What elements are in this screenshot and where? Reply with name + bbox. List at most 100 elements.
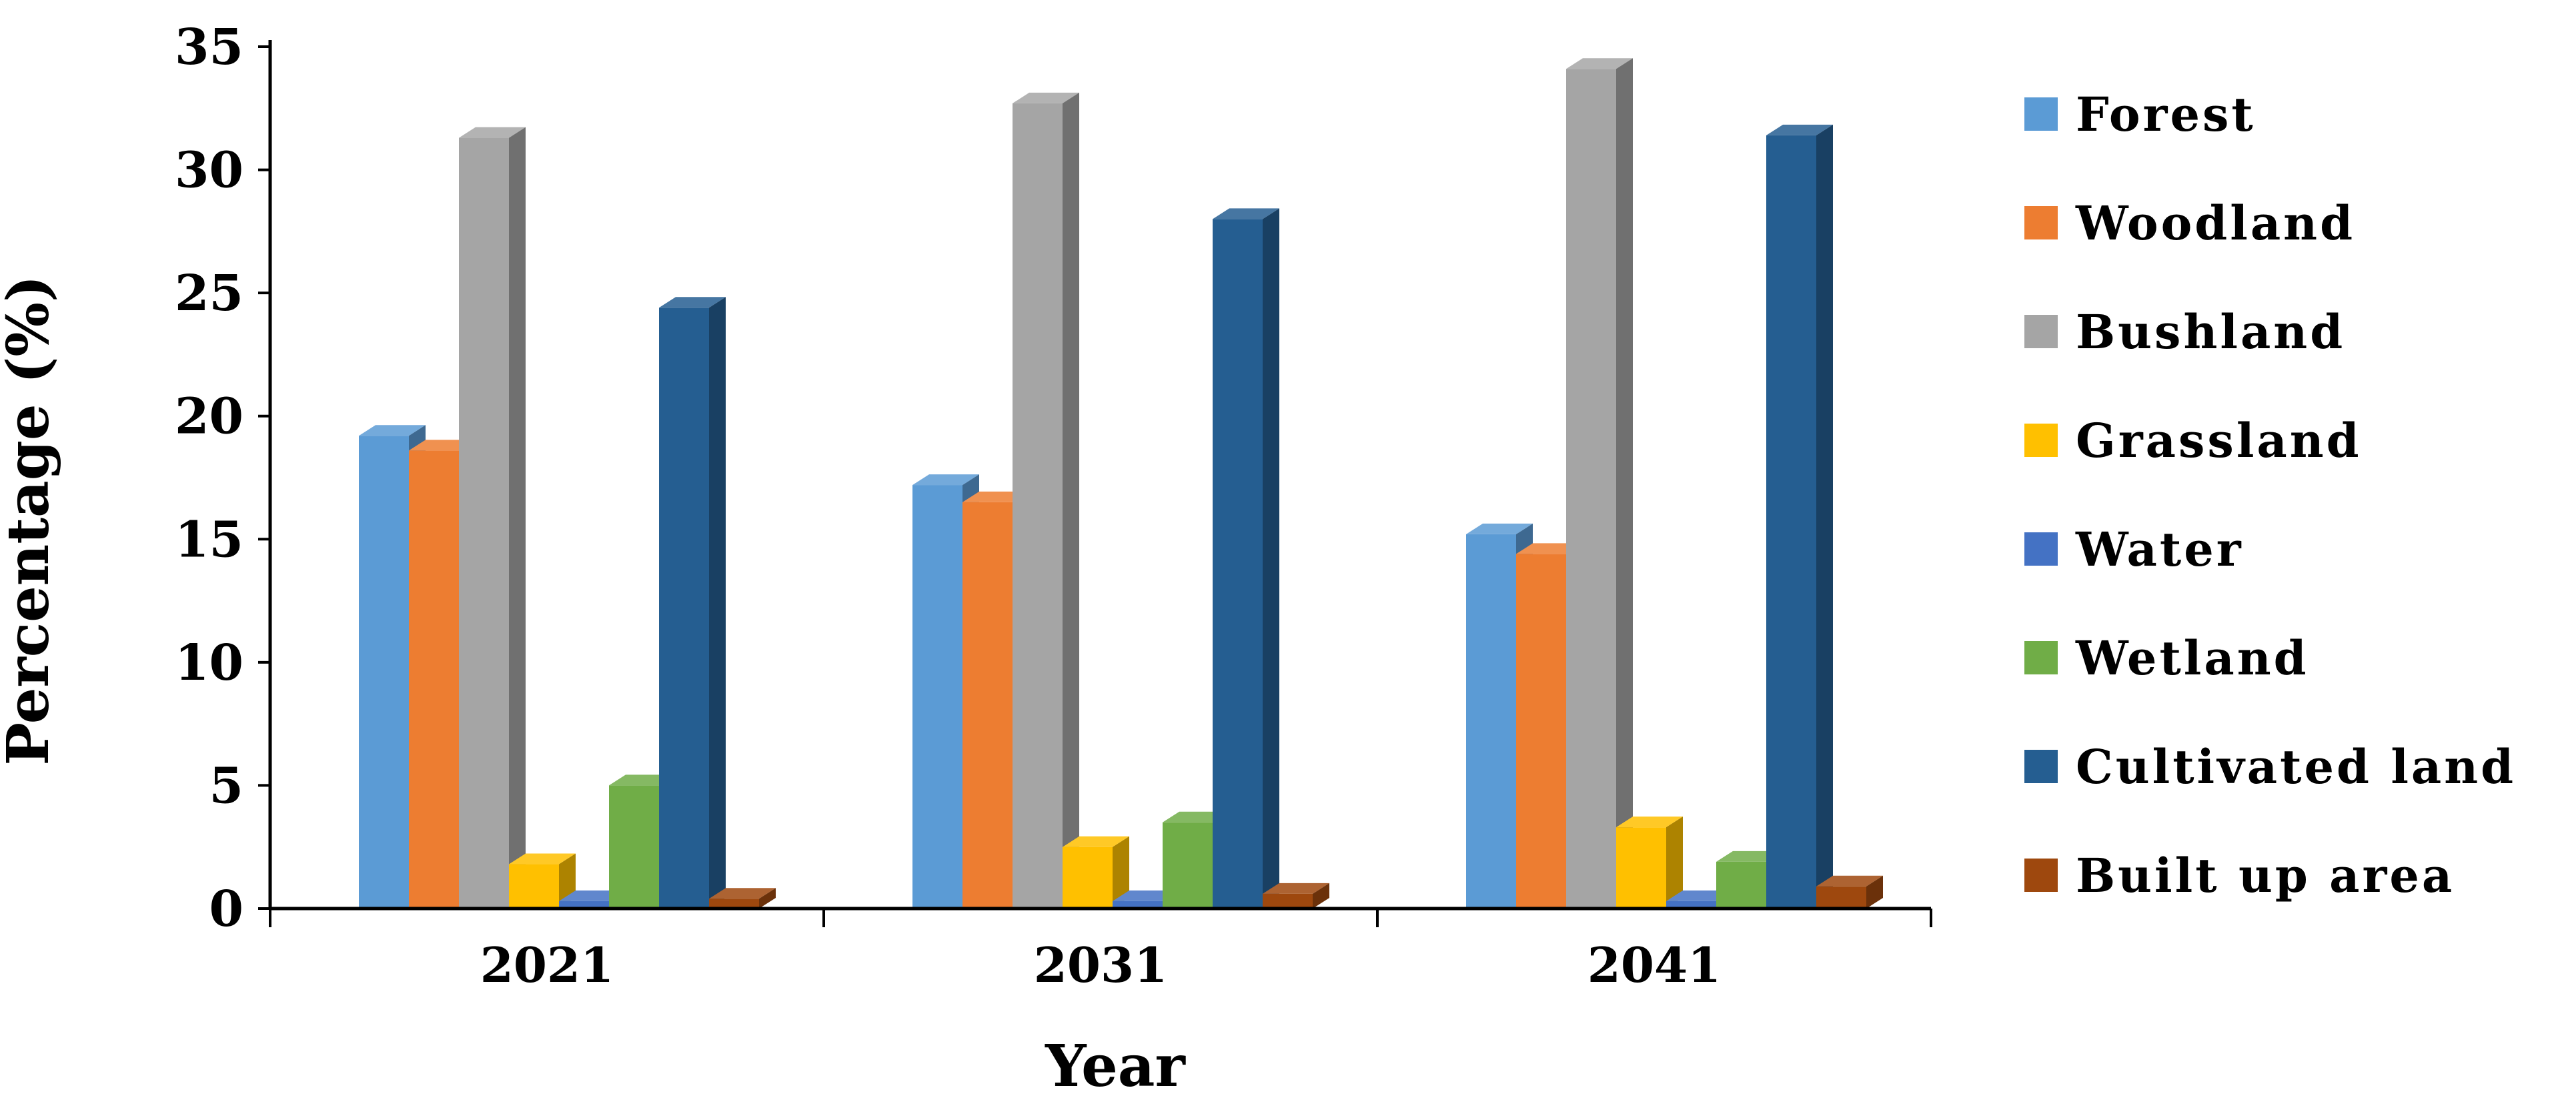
y-tick-label: 0 — [209, 881, 244, 938]
bar-top-face — [659, 297, 726, 308]
legend-label: Bushland — [2076, 304, 2345, 360]
bar-side-face — [509, 127, 526, 909]
y-axis-ticks: 0 5 10 15 20 25 30 35 — [175, 19, 270, 938]
legend-label: Woodland — [2075, 195, 2355, 251]
legend-label: Grassland — [2076, 413, 2362, 468]
legend-swatch — [2024, 424, 2058, 457]
bars — [359, 58, 1883, 909]
bar-top-face — [912, 474, 979, 486]
bar-side-face — [709, 297, 726, 909]
legend-label: Wetland — [2075, 630, 2309, 686]
y-axis-title: Percentage (%) — [0, 275, 62, 765]
bar-top-face — [1616, 816, 1683, 828]
bar-front-face — [1163, 822, 1213, 909]
bar-front-face — [1666, 901, 1716, 909]
legend-swatch — [2024, 206, 2058, 239]
legend-label: Cultivated land — [2076, 739, 2516, 794]
bar — [1013, 92, 1079, 909]
bar-front-face — [1816, 886, 1866, 909]
y-tick-label: 35 — [175, 19, 243, 76]
legend-label: Forest — [2076, 87, 2256, 142]
legend-swatch — [2024, 641, 2058, 674]
bar — [1263, 883, 1329, 909]
bar-front-face — [709, 899, 759, 909]
x-tick-label: 2031 — [1034, 937, 1167, 993]
x-tick-label: 2041 — [1587, 937, 1721, 993]
x-tick-label: 2021 — [480, 937, 614, 993]
bar-front-face — [1616, 827, 1666, 909]
bar-front-face — [459, 137, 509, 909]
bar-side-face — [1313, 883, 1329, 909]
bar — [709, 888, 776, 909]
bar-top-face — [1816, 875, 1883, 887]
legend-swatch — [2024, 532, 2058, 566]
bar-side-face — [1263, 208, 1279, 909]
bar — [1466, 523, 1533, 909]
bar — [659, 297, 726, 909]
bar — [1766, 124, 1833, 909]
legend-item: Forest — [2024, 87, 2256, 142]
bar-front-face — [1113, 901, 1163, 909]
bar-side-face — [1616, 58, 1633, 909]
legend-item: Water — [2024, 522, 2244, 577]
legend-item: Woodland — [2024, 195, 2355, 251]
bar — [1566, 58, 1633, 909]
bar-front-face — [1466, 534, 1516, 909]
legend-item: Built up area — [2024, 848, 2455, 903]
bar — [459, 127, 526, 909]
bar-front-face — [659, 308, 709, 909]
bar-top-face — [1566, 58, 1633, 69]
bar-front-face — [1516, 554, 1566, 909]
bar-top-face — [1263, 883, 1329, 894]
bar — [1063, 836, 1129, 909]
bar-side-face — [1666, 816, 1683, 909]
bar — [1816, 875, 1883, 909]
y-tick-label: 25 — [175, 265, 243, 322]
bar-front-face — [1716, 861, 1766, 909]
bar-front-face — [912, 485, 962, 909]
y-tick-label: 30 — [175, 142, 243, 199]
legend-swatch — [2024, 97, 2058, 131]
bar-top-face — [1063, 836, 1129, 847]
y-tick-label: 5 — [209, 757, 244, 814]
bar-top-face — [359, 425, 426, 436]
x-axis-labels: 2021 2031 2041 — [480, 937, 1721, 993]
legend-label: Water — [2075, 522, 2244, 577]
bar-front-face — [359, 436, 409, 909]
bar-front-face — [1263, 893, 1313, 909]
bar — [1616, 816, 1683, 909]
bar-front-face — [409, 450, 459, 909]
legend-item: Grassland — [2024, 413, 2362, 468]
bar-side-face — [1816, 124, 1833, 909]
bar-front-face — [559, 901, 609, 909]
legend-swatch — [2024, 750, 2058, 783]
bar-side-face — [1063, 92, 1079, 909]
bar-top-face — [709, 888, 776, 899]
bar-front-face — [1566, 69, 1616, 909]
bar-front-face — [1063, 847, 1113, 909]
bar-top-face — [1213, 208, 1279, 219]
bar-front-face — [1766, 135, 1816, 909]
bar-front-face — [1013, 103, 1063, 909]
legend-item: Cultivated land — [2024, 739, 2516, 794]
x-axis-title: Year — [1045, 1033, 1186, 1100]
bar-side-face — [759, 888, 776, 909]
bar — [509, 853, 576, 909]
legend-item: Wetland — [2024, 630, 2309, 686]
bar-front-face — [962, 502, 1013, 909]
legend-item: Bushland — [2024, 304, 2345, 360]
y-tick-label: 20 — [175, 388, 243, 446]
bar-top-face — [1013, 92, 1079, 103]
bar-front-face — [609, 785, 659, 909]
legend-swatch — [2024, 315, 2058, 348]
bar-top-face — [509, 853, 576, 865]
legend-swatch — [2024, 859, 2058, 892]
bar-side-face — [1113, 836, 1129, 909]
bar-front-face — [509, 864, 559, 909]
y-tick-label: 10 — [175, 634, 243, 692]
axes — [268, 40, 1932, 927]
legend-label: Built up area — [2076, 848, 2455, 903]
bar — [1213, 208, 1279, 909]
legend: Forest Woodland Bushland Grassland Water Wetl… — [2024, 87, 2516, 903]
